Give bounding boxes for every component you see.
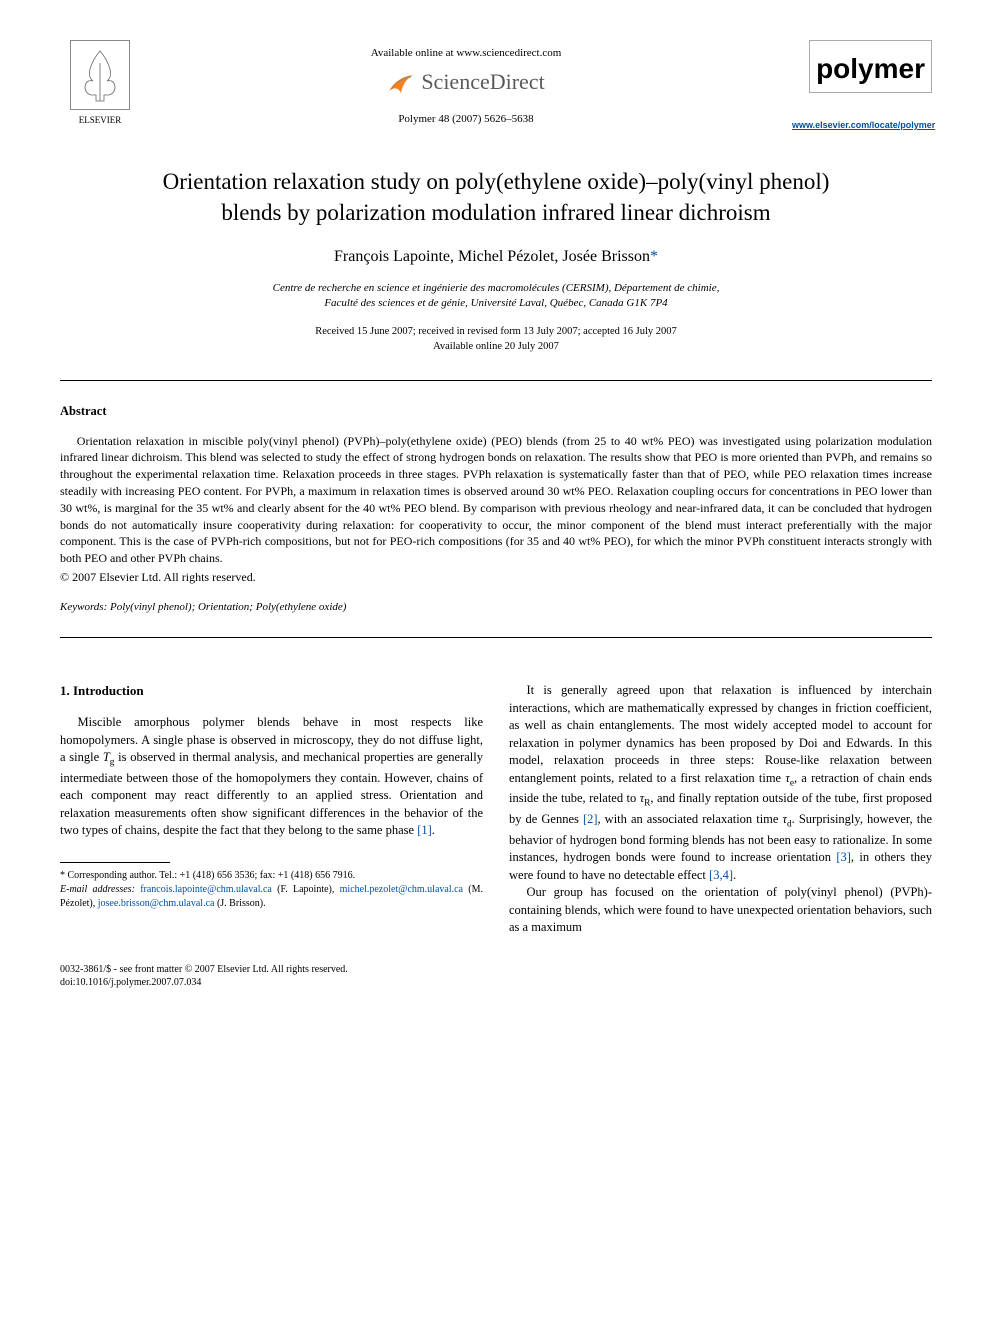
column-right: It is generally agreed upon that relaxat… xyxy=(509,682,932,936)
abstract-heading: Abstract xyxy=(60,403,932,421)
email-3[interactable]: josee.brisson@chm.ulaval.ca xyxy=(98,898,215,909)
header-row: ELSEVIER Available online at www.science… xyxy=(60,40,932,138)
p2-end: . xyxy=(733,868,736,882)
footnote-rule xyxy=(60,862,170,863)
sciencedirect-logo: ScienceDirect xyxy=(387,67,544,98)
elsevier-logo: ELSEVIER xyxy=(60,40,140,127)
paper-page: ELSEVIER Available online at www.science… xyxy=(0,0,992,1020)
sciencedirect-label: ScienceDirect xyxy=(421,67,544,98)
rule-top xyxy=(60,380,932,381)
author-1: François Lapointe xyxy=(334,248,450,265)
article-dates: Received 15 June 2007; received in revis… xyxy=(60,324,932,354)
body-columns: 1. Introduction Miscible amorphous polym… xyxy=(60,682,932,936)
email-1[interactable]: francois.lapointe@chm.ulaval.ca xyxy=(140,884,272,895)
title-line-1: Orientation relaxation study on poly(eth… xyxy=(163,169,830,194)
rule-bottom xyxy=(60,637,932,638)
citation-3-4[interactable]: [3,4] xyxy=(709,868,733,882)
polymer-journal-link[interactable]: www.elsevier.com/locate/polymer xyxy=(792,120,935,130)
dates-line-1: Received 15 June 2007; received in revis… xyxy=(315,326,677,337)
keywords-line: Keywords: Poly(vinyl phenol); Orientatio… xyxy=(60,600,932,615)
keywords-label: Keywords: xyxy=(60,601,107,613)
intro-para-2: It is generally agreed upon that relaxat… xyxy=(509,682,932,884)
abstract-section: Abstract Orientation relaxation in misci… xyxy=(60,403,932,615)
center-header: Available online at www.sciencedirect.co… xyxy=(140,40,792,128)
abstract-text: Orientation relaxation in miscible poly(… xyxy=(60,433,932,567)
affiliation: Centre de recherche en science et ingéni… xyxy=(60,281,932,312)
keywords-text: Poly(vinyl phenol); Orientation; Poly(et… xyxy=(110,601,346,613)
corresponding-mark: * xyxy=(650,248,658,265)
citation-3[interactable]: [3] xyxy=(836,850,851,864)
title-line-2: blends by polarization modulation infrar… xyxy=(221,200,770,225)
email-name-3: (J. Brisson). xyxy=(217,898,266,909)
elsevier-label: ELSEVIER xyxy=(60,114,140,127)
p2-pre: It is generally agreed upon that relaxat… xyxy=(509,683,932,785)
author-2: Michel Pézolet xyxy=(458,248,554,265)
sciencedirect-swoosh-icon xyxy=(387,71,415,95)
polymer-journal-logo: polymer www.elsevier.com/locate/polymer xyxy=(792,40,932,138)
author-3: Josée Brisson xyxy=(562,248,650,265)
email-name-1: (F. Lapointe), xyxy=(277,884,334,895)
affiliation-line-2: Faculté des sciences et de génie, Univer… xyxy=(324,297,667,309)
elsevier-tree-icon xyxy=(70,40,130,110)
journal-reference: Polymer 48 (2007) 5626–5638 xyxy=(140,112,792,127)
dates-line-2: Available online 20 July 2007 xyxy=(433,341,559,352)
affiliation-line-1: Centre de recherche en science et ingéni… xyxy=(273,282,720,294)
page-footer: 0032-3861/$ - see front matter © 2007 El… xyxy=(60,963,932,990)
citation-2[interactable]: [2] xyxy=(583,812,598,826)
email-2[interactable]: michel.pezolet@chm.ulaval.ca xyxy=(340,884,463,895)
authors-line: François Lapointe, Michel Pézolet, Josée… xyxy=(60,246,932,268)
column-left: 1. Introduction Miscible amorphous polym… xyxy=(60,682,483,936)
corresponding-footnote: * Corresponding author. Tel.: +1 (418) 6… xyxy=(60,869,483,911)
introduction-heading: 1. Introduction xyxy=(60,682,483,700)
paper-title: Orientation relaxation study on poly(eth… xyxy=(60,166,932,228)
available-online-text: Available online at www.sciencedirect.co… xyxy=(140,46,792,61)
polymer-logo-box: polymer xyxy=(809,40,932,93)
footer-line-1: 0032-3861/$ - see front matter © 2007 El… xyxy=(60,963,932,977)
footer-line-2: doi:10.1016/j.polymer.2007.07.034 xyxy=(60,976,932,990)
p2-mid3: , with an associated relaxation time xyxy=(598,812,783,826)
abstract-copyright: © 2007 Elsevier Ltd. All rights reserved… xyxy=(60,569,932,586)
intro-para-1: Miscible amorphous polymer blends behave… xyxy=(60,714,483,840)
footnote-corr: * Corresponding author. Tel.: +1 (418) 6… xyxy=(60,869,483,883)
intro-para-3: Our group has focused on the orientation… xyxy=(509,884,932,937)
footnote-emails: E-mail addresses: francois.lapointe@chm.… xyxy=(60,883,483,911)
citation-1[interactable]: [1] xyxy=(417,823,432,837)
email-label: E-mail addresses: xyxy=(60,884,135,895)
polymer-label: polymer xyxy=(816,53,925,84)
